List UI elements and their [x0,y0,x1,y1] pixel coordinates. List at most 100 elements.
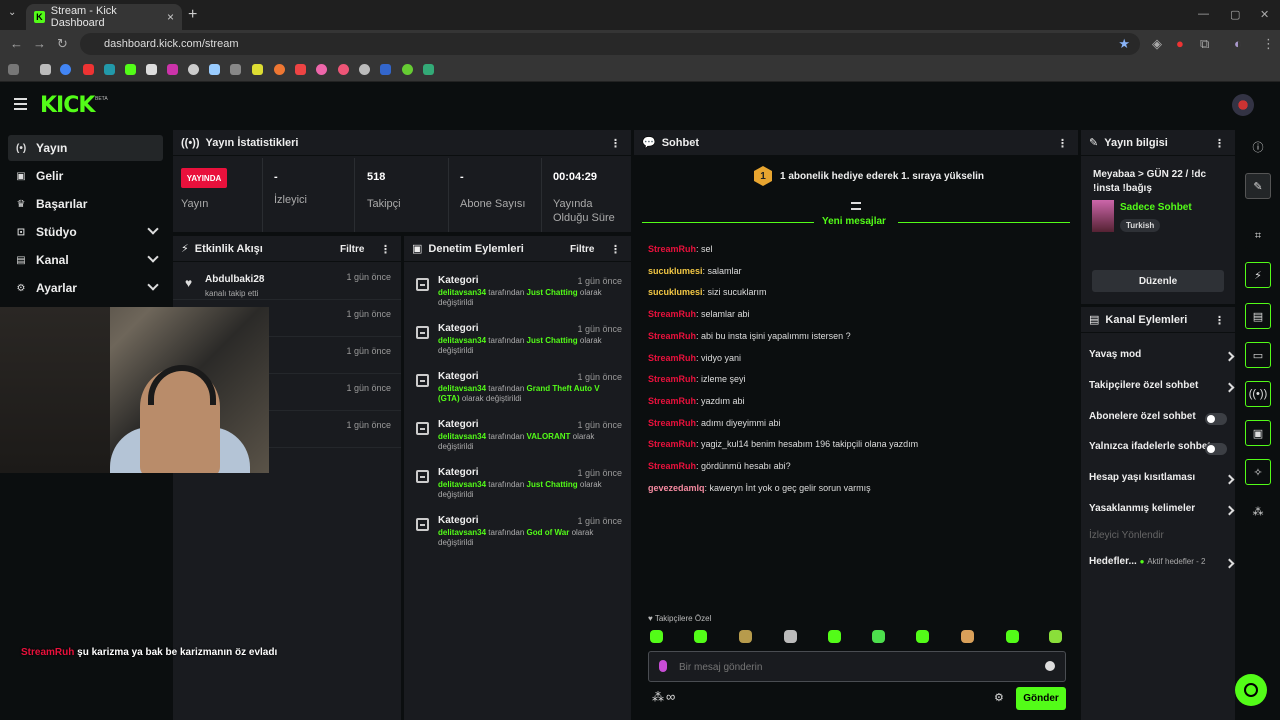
chat-username[interactable]: StreamRuh [648,309,697,320]
menu-icon[interactable]: ⋮ [1262,36,1275,51]
bookmark-icon[interactable] [104,64,115,75]
more-options-icon[interactable]: ⋮ [1057,138,1068,150]
emote-icon[interactable] [694,630,707,643]
emoji-picker-icon[interactable] [1045,661,1055,671]
sidebar-item-yayin[interactable]: (•) Yayın [8,135,163,161]
bolt-icon[interactable]: ⚡ [1245,262,1271,288]
chat-username[interactable]: sucuklumesi [648,287,703,298]
gift-sub-banner[interactable]: 1 1 abonelik hediye ederek 1. sıraya yük… [754,166,984,186]
bookmark-icon[interactable] [274,64,285,75]
goals-row[interactable]: Hedefler... ● Aktif hedefler - 2 [1089,556,1235,576]
bookmark-icon[interactable] [40,64,51,75]
emote-icon[interactable] [828,630,841,643]
bookmark-icon[interactable] [359,64,370,75]
bookmark-icon[interactable] [295,64,306,75]
sidebar-item-gelir[interactable]: ▣ Gelir [8,163,163,189]
profile-icon[interactable]: ◐ [1234,36,1242,51]
bookmark-star-icon[interactable]: ★ [1118,36,1130,51]
bookmark-icon[interactable] [338,64,349,75]
slow-mode-row[interactable]: Yavaş mod [1089,349,1235,369]
chat-username[interactable]: gevezedamlq [648,482,705,493]
bookmark-icon[interactable] [423,64,434,75]
account-age-row[interactable]: Hesap yaşı kısıtlaması [1089,472,1235,492]
browser-tab[interactable]: K Stream - Kick Dashboard × [26,4,182,30]
more-options-icon[interactable]: ⋮ [1214,138,1225,150]
edit-button[interactable]: Düzenle [1092,270,1224,292]
bookmark-icon[interactable] [380,64,391,75]
chat-username[interactable]: StreamRuh [648,352,697,363]
emote-icon[interactable] [784,630,797,643]
chat-username[interactable]: StreamRuh [648,395,697,406]
info-icon[interactable]: ⓘ [1245,134,1271,160]
subscribers-chat-toggle[interactable] [1205,413,1227,425]
more-options-icon[interactable]: ⋮ [1214,315,1225,327]
bookmark-icon[interactable] [402,64,413,75]
emote-only-toggle[interactable] [1205,443,1227,455]
back-icon[interactable]: ← [10,36,23,51]
kick-logo[interactable]: KICK [40,93,95,118]
bookmark-icon[interactable] [125,64,136,75]
chat-input[interactable] [679,658,1019,676]
tab-search-icon[interactable]: ⌄ [8,7,17,18]
close-tab-icon[interactable]: × [166,10,174,24]
microphone-icon[interactable] [659,660,667,672]
sidebar-item-basarilar[interactable]: ♛ Başarılar [8,191,163,217]
shield-icon[interactable]: ◈ [1152,36,1162,51]
more-options-icon[interactable]: ⋮ [610,138,621,150]
emote-icon[interactable] [1006,630,1019,643]
minimize-icon[interactable]: — [1198,8,1209,20]
chat-settings-gear-icon[interactable]: ⚙ [994,692,1004,704]
more-options-icon[interactable]: ⋮ [380,244,391,256]
sidebar-item-studyo[interactable]: ⊡ Stüdyo [8,219,163,245]
user-avatar[interactable] [1232,94,1254,116]
bookmark-icon[interactable] [188,64,199,75]
chat-username[interactable]: sucuklumesi [648,265,703,276]
bookmark-icon[interactable] [316,64,327,75]
infinity-icon[interactable]: ∞ [666,689,676,704]
send-button[interactable]: Gönder [1016,687,1066,710]
edit-pencil-icon[interactable]: ✎ [1245,173,1271,199]
close-window-icon[interactable]: ✕ [1260,9,1270,21]
emote-icon[interactable] [650,630,663,643]
notes-icon[interactable]: ▤ [1245,303,1271,329]
bookmark-icon[interactable] [209,64,220,75]
apps-icon[interactable] [8,64,19,75]
hamburger-menu-icon[interactable] [14,98,27,110]
chat-input-box[interactable] [648,651,1066,682]
bookmark-icon[interactable] [60,64,71,75]
chat-bubble-icon[interactable]: ▭ [1245,342,1271,368]
chat-username[interactable]: StreamRuh [648,244,697,254]
maximize-icon[interactable]: ▢ [1230,9,1241,21]
chat-username[interactable]: StreamRuh [648,374,697,385]
bookmark-icon[interactable] [252,64,263,75]
emote-icon[interactable] [739,630,752,643]
broadcast-icon[interactable]: ((•)) [1245,381,1271,407]
emote-icon[interactable] [916,630,929,643]
sidebar-item-ayarlar[interactable]: ⚙ Ayarlar [8,275,163,301]
crop-icon[interactable]: ⌗ [1245,223,1271,249]
emote-icon[interactable] [872,630,885,643]
bookmark-icon[interactable] [146,64,157,75]
pinned-toggle-icon[interactable] [851,202,861,210]
new-tab-button[interactable]: + [188,6,198,23]
bookmark-icon[interactable] [230,64,241,75]
chat-username[interactable]: StreamRuh [648,461,697,471]
extension-red-icon[interactable]: ● [1176,36,1184,51]
moderation-icon[interactable]: ▣ [1245,420,1271,446]
followers-chat-row[interactable]: Takipçilere özel sohbet [1089,380,1235,400]
more-options-icon[interactable]: ⋮ [610,244,621,256]
extensions-icon[interactable]: ⧉ [1200,36,1210,51]
banned-words-row[interactable]: Yasaklanmış kelimeler [1089,503,1235,523]
support-chat-button[interactable] [1235,674,1267,706]
wrench-icon[interactable]: ✧ [1245,459,1271,485]
sidebar-item-kanal[interactable]: ▤ Kanal [8,247,163,273]
bookmark-icon[interactable] [167,64,178,75]
bookmark-icon[interactable] [83,64,94,75]
reload-icon[interactable]: ↻ [57,36,68,51]
emote-icon[interactable] [1049,630,1062,643]
chat-username[interactable]: StreamRuh [648,330,697,341]
filter-button[interactable]: Filtre [340,244,365,255]
filter-button[interactable]: Filtre [570,244,595,255]
category-name[interactable]: Sadece Sohbet [1120,202,1192,213]
chat-username[interactable]: StreamRuh [648,417,697,428]
